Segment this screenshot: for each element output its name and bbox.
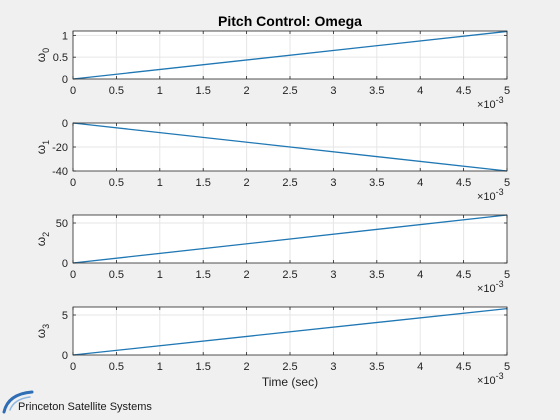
x-tick-label: 4.5 bbox=[456, 85, 471, 97]
x-tick-label: 1.5 bbox=[196, 269, 211, 281]
x-tick-label: 1.5 bbox=[196, 361, 211, 373]
y-tick-label: 50 bbox=[56, 218, 68, 230]
brand-swoosh-inner-icon bbox=[9, 396, 31, 411]
x-tick-label: 4 bbox=[417, 85, 423, 97]
y-axis-label-subscript: 2 bbox=[41, 232, 51, 237]
x-tick-label: 0 bbox=[70, 269, 76, 281]
x-tick-label: 3.5 bbox=[369, 85, 384, 97]
x-tick-label: 4.5 bbox=[456, 361, 471, 373]
x-tick-label: 0.5 bbox=[109, 269, 124, 281]
x-exponent-base: ×10 bbox=[477, 191, 496, 203]
brand-swoosh-icon bbox=[2, 390, 34, 414]
y-axis-label: ω1 bbox=[34, 140, 51, 154]
x-tick-label: 0 bbox=[70, 177, 76, 189]
y-tick-label: 0 bbox=[62, 118, 68, 130]
x-exponent-base: ×10 bbox=[477, 375, 496, 387]
x-tick-label: 1 bbox=[157, 85, 163, 97]
x-tick-label: 2.5 bbox=[282, 177, 297, 189]
y-tick-label: -20 bbox=[52, 142, 68, 154]
x-tick-label: 1 bbox=[157, 269, 163, 281]
x-tick-label: 0 bbox=[70, 361, 76, 373]
x-tick-label: 2.5 bbox=[282, 85, 297, 97]
y-tick-label: 0 bbox=[62, 74, 68, 86]
series-line bbox=[72, 214, 508, 264]
x-exponent-label: ×10-3 bbox=[477, 371, 504, 387]
x-tick-label: 0 bbox=[70, 85, 76, 97]
y-tick-label: 1 bbox=[62, 30, 68, 42]
x-tick-label: 0.5 bbox=[109, 361, 124, 373]
y-axis-label-symbol: ω bbox=[34, 53, 48, 62]
y-tick-label: 0.5 bbox=[53, 52, 68, 64]
y-axis-label: ω0 bbox=[34, 48, 51, 62]
x-tick-label: 1.5 bbox=[196, 177, 211, 189]
y-tick-label: -40 bbox=[52, 166, 68, 178]
x-exponent-power: -3 bbox=[496, 279, 504, 289]
x-tick-label: 2 bbox=[244, 85, 250, 97]
y-axis-label-subscript: 0 bbox=[41, 48, 51, 53]
x-tick-label: 1.5 bbox=[196, 85, 211, 97]
x-tick-label: 3 bbox=[330, 85, 336, 97]
brand-name: Princeton Satellite Systems bbox=[18, 401, 152, 413]
x-tick-label: 1 bbox=[157, 177, 163, 189]
x-exponent-label: ×10-3 bbox=[477, 279, 504, 295]
x-exponent-label: ×10-3 bbox=[477, 95, 504, 111]
y-tick-label: 5 bbox=[62, 310, 68, 322]
x-exponent-label: ×10-3 bbox=[477, 187, 504, 203]
y-axis-label-symbol: ω bbox=[34, 145, 48, 154]
x-tick-label: 3 bbox=[330, 361, 336, 373]
x-tick-label: 5 bbox=[504, 361, 510, 373]
x-tick-label: 1 bbox=[157, 361, 163, 373]
x-tick-label: 3.5 bbox=[369, 177, 384, 189]
series-line bbox=[72, 122, 508, 172]
x-axis-label: Time (sec) bbox=[262, 375, 318, 389]
x-tick-label: 5 bbox=[504, 177, 510, 189]
series-line bbox=[72, 307, 508, 356]
y-axis-label: ω2 bbox=[34, 232, 51, 246]
y-axis-label-symbol: ω bbox=[34, 329, 48, 338]
x-tick-label: 0.5 bbox=[109, 177, 124, 189]
y-axis-label-symbol: ω bbox=[34, 237, 48, 246]
x-tick-label: 4 bbox=[417, 269, 423, 281]
x-exponent-power: -3 bbox=[496, 371, 504, 381]
x-tick-label: 2 bbox=[244, 177, 250, 189]
x-exponent-base: ×10 bbox=[477, 99, 496, 111]
x-tick-label: 3 bbox=[330, 269, 336, 281]
x-tick-label: 4 bbox=[417, 177, 423, 189]
y-axis-label-subscript: 3 bbox=[41, 324, 51, 329]
x-tick-label: 5 bbox=[504, 269, 510, 281]
x-tick-label: 4.5 bbox=[456, 269, 471, 281]
x-tick-label: 3.5 bbox=[369, 269, 384, 281]
x-tick-label: 4.5 bbox=[456, 177, 471, 189]
x-tick-label: 2.5 bbox=[282, 269, 297, 281]
brand-logo: Princeton Satellite Systems bbox=[2, 390, 152, 414]
series-line bbox=[72, 30, 508, 80]
x-exponent-power: -3 bbox=[496, 187, 504, 197]
y-axis-label: ω3 bbox=[34, 324, 51, 338]
x-tick-label: 2 bbox=[244, 361, 250, 373]
y-axis-label-subscript: 1 bbox=[41, 140, 51, 145]
x-tick-label: 4 bbox=[417, 361, 423, 373]
x-exponent-base: ×10 bbox=[477, 283, 496, 295]
y-tick-label: 0 bbox=[62, 350, 68, 362]
x-tick-label: 3 bbox=[330, 177, 336, 189]
x-tick-label: 2 bbox=[244, 269, 250, 281]
x-exponent-power: -3 bbox=[496, 95, 504, 105]
x-tick-label: 0.5 bbox=[109, 85, 124, 97]
x-tick-label: 5 bbox=[504, 85, 510, 97]
chart-title: Pitch Control: Omega bbox=[218, 13, 362, 29]
x-tick-label: 2.5 bbox=[282, 361, 297, 373]
x-tick-label: 3.5 bbox=[369, 361, 384, 373]
y-tick-label: 0 bbox=[62, 258, 68, 270]
